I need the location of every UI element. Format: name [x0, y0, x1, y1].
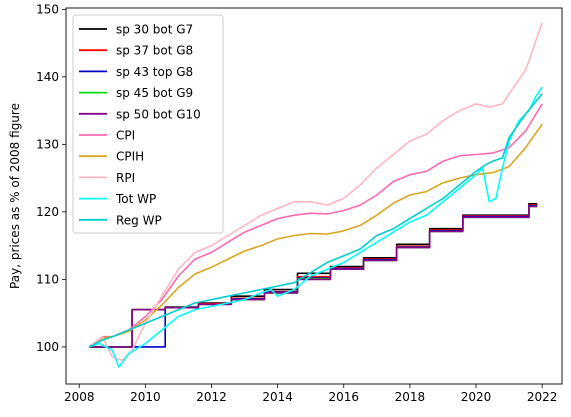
- y-tick-label: 150: [36, 2, 59, 16]
- y-tick-label: 100: [36, 340, 59, 354]
- legend-label: sp 37 bot G8: [116, 44, 193, 58]
- series-line-cpih: [88, 123, 543, 348]
- x-tick-label: 2018: [395, 390, 426, 404]
- series-line-sp-50-bot-g10: [89, 205, 538, 348]
- x-tick-label: 2014: [262, 390, 293, 404]
- legend-box: [72, 14, 224, 234]
- y-axis: 100 110 120 130 140 150: [36, 2, 66, 354]
- y-tick-label: 130: [36, 137, 59, 151]
- x-axis: 2008 2010 2012 2014 2016 2018 2020 2022: [64, 384, 557, 404]
- legend-label: sp 30 bot G7: [116, 23, 193, 37]
- plot-frame: [65, 7, 563, 385]
- y-tick-label: 110: [36, 272, 59, 286]
- x-tick-label: 2022: [527, 390, 558, 404]
- x-tick-label: 2016: [328, 390, 359, 404]
- x-tick-label: 2010: [130, 390, 161, 404]
- legend-label: Reg WP: [116, 213, 162, 227]
- legend-label: CPIH: [116, 150, 144, 164]
- legend-label: CPI: [116, 129, 135, 143]
- series-line-tot-wp: [88, 86, 543, 368]
- x-tick-label: 2020: [461, 390, 492, 404]
- y-tick-label: 120: [36, 205, 59, 219]
- series-lines: [88, 22, 543, 368]
- y-axis-label: Pay, prices as % of 2008 figure: [8, 103, 22, 289]
- legend: sp 30 bot G7 sp 37 bot G8 sp 43 top G8 sp 4…: [72, 14, 224, 234]
- x-tick-label: 2008: [64, 390, 95, 404]
- legend-label: sp 43 top G8: [116, 65, 193, 79]
- legend-label: sp 45 bot G9: [116, 86, 193, 100]
- legend-label: RPI: [116, 171, 135, 185]
- legend-label: Tot WP: [115, 192, 156, 206]
- series-line-reg-wp: [88, 93, 543, 348]
- x-tick-label: 2012: [196, 390, 227, 404]
- legend-label: sp 50 bot G10: [116, 107, 201, 121]
- y-tick-label: 140: [36, 70, 59, 84]
